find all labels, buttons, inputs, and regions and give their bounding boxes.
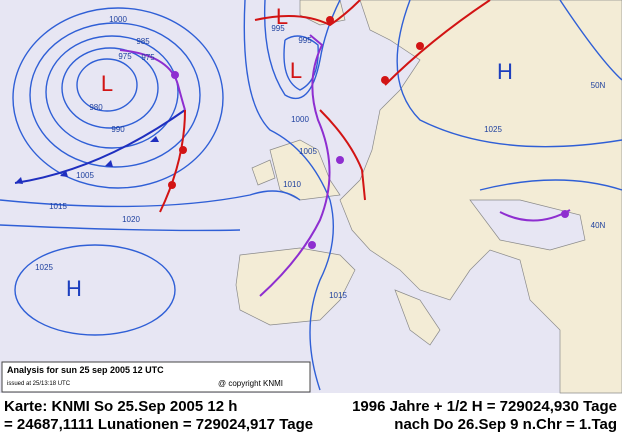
fronts <box>14 0 571 297</box>
caption-title: Analysis for sun 25 sep 2005 12 UTC <box>7 365 164 375</box>
isobar <box>243 0 331 201</box>
isobar-label: 1000 <box>109 15 127 24</box>
caption-frame <box>1 361 311 393</box>
front-symbols <box>168 16 424 189</box>
isobar-label: 1015 <box>329 291 347 300</box>
footer-text: 1996 Jahre + 1/2 H = 729024,930 Tage <box>352 398 617 415</box>
isobar <box>76 58 138 112</box>
low-center: L <box>276 4 288 29</box>
isobar <box>309 199 334 391</box>
front-symbols <box>171 71 569 249</box>
isobar <box>12 7 224 189</box>
isobar-label: 975 <box>118 52 132 61</box>
isobar-label: 995 <box>298 36 312 45</box>
caption-issued: issued at 25/13:18 UTC <box>7 381 71 387</box>
front-symbols <box>15 136 159 184</box>
warm-front <box>319 109 366 201</box>
isobar-label: 1025 <box>484 125 502 134</box>
isobar-label: 990 <box>111 125 125 134</box>
footer-text: Karte: KNMI So 25.Sep 2005 12 h <box>4 398 237 415</box>
isobar <box>61 47 159 129</box>
pressure-centers: L L L H H <box>66 4 513 301</box>
caption-copyright: @ copyright KNMI <box>218 379 283 388</box>
footer: Karte: KNMI So 25.Sep 2005 12 h 1996 Jah… <box>4 398 617 433</box>
warm-front <box>254 0 361 27</box>
isobar <box>14 244 176 336</box>
isobar <box>263 0 341 100</box>
isobar-labels: 1000 985 975 975 980 990 1005 1015 1020 … <box>35 15 605 300</box>
isobar-label: 1015 <box>49 202 67 211</box>
high-center: H <box>497 59 513 84</box>
isobars <box>0 0 622 391</box>
isobar <box>283 35 319 91</box>
caption-box: Analysis for sun 25 sep 2005 12 UTC issu… <box>1 361 311 393</box>
isobar-label: 995 <box>271 24 285 33</box>
isobar <box>45 35 179 149</box>
footer-text: nach Do 26.Sep 9 n.Chr = 1.Tag <box>394 416 617 433</box>
isobar <box>0 190 301 208</box>
low-center: L <box>290 58 302 83</box>
latitude-label: 40N <box>591 221 606 230</box>
isobar-label: 980 <box>89 103 103 112</box>
isobar-label: 1005 <box>76 171 94 180</box>
isobar-label: 1020 <box>122 215 140 224</box>
isobar <box>559 0 622 81</box>
warm-front <box>384 0 491 86</box>
isobar-label: 1000 <box>291 115 309 124</box>
occluded-front <box>259 34 331 297</box>
isobar-label: 1010 <box>283 180 301 189</box>
footer-text: = 24687,1111 Lunationen = 729024,917 Tag… <box>4 416 313 433</box>
isobar <box>479 179 622 191</box>
cold-front <box>14 109 186 184</box>
warm-front <box>159 109 186 213</box>
isobar <box>29 22 201 168</box>
isobar-label: 985 <box>136 37 150 46</box>
low-center: L <box>101 71 113 96</box>
isobar <box>0 224 241 232</box>
occluded-front <box>119 49 186 111</box>
isobar-label: 1025 <box>35 263 53 272</box>
high-center: H <box>66 276 82 301</box>
isobar <box>396 0 622 148</box>
isobar-label: 1005 <box>299 147 317 156</box>
latitude-label: 50N <box>591 81 606 90</box>
isobar-label: 975 <box>141 53 155 62</box>
